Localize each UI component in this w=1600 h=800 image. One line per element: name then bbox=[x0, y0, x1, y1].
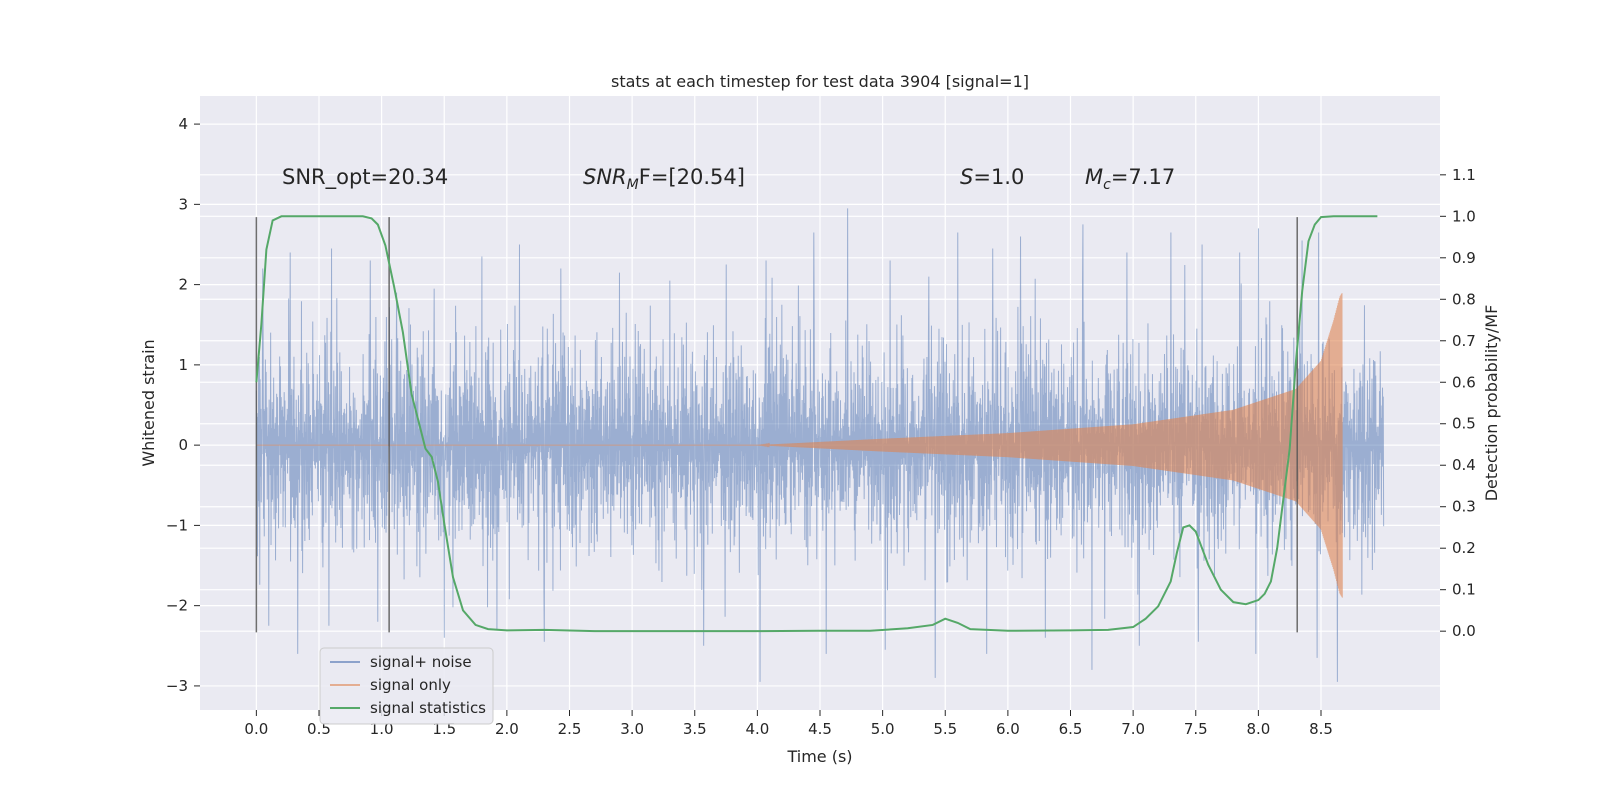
data-layer bbox=[255, 208, 1385, 682]
x-tick-label: 5.0 bbox=[871, 720, 895, 738]
y2-tick-label: 0.6 bbox=[1452, 373, 1476, 391]
x-axis-label: Time (s) bbox=[786, 747, 852, 766]
series-signal-only bbox=[256, 293, 1343, 598]
y2-tick-label: 0.9 bbox=[1452, 249, 1476, 267]
annotation-snr-mf-rest: F=[20.54] bbox=[639, 165, 745, 189]
x-tick-label: 4.5 bbox=[808, 720, 832, 738]
y-axis-label: Whitened strain bbox=[139, 339, 158, 466]
axes: 0.0 0.5 1.0 1.5 2.0 2.5 3.0 3.5 4.0 4.5 5.0 5.5 6.0 6… bbox=[166, 115, 1476, 738]
y2-tick-label: 0.1 bbox=[1452, 581, 1476, 599]
x-tick-label: 8.0 bbox=[1246, 720, 1270, 738]
legend: signal+ noise signal only signal statist… bbox=[319, 647, 494, 725]
series-signal-statistics bbox=[255, 215, 1378, 633]
x-tick-label: 2.5 bbox=[558, 720, 582, 738]
legend-label-signal-statistics: signal statistics bbox=[370, 699, 486, 717]
annotation-snr-opt: SNR_opt=20.34 bbox=[282, 165, 448, 190]
annotation-s-main: S bbox=[960, 165, 973, 189]
x-tick-label: 6.5 bbox=[1059, 720, 1083, 738]
y-tick-label: −3 bbox=[166, 677, 188, 695]
y-tick-label: −1 bbox=[166, 516, 188, 534]
chart-title: stats at each timestep for test data 390… bbox=[611, 72, 1029, 91]
annotation-mc-main: M bbox=[1085, 165, 1103, 189]
y2-tick-label: 0.0 bbox=[1452, 622, 1476, 640]
x-tick-label: 7.0 bbox=[1121, 720, 1145, 738]
annotation-mc-sub: c bbox=[1103, 177, 1111, 193]
x-tick-label: 6.0 bbox=[996, 720, 1020, 738]
y2-tick-label: 0.3 bbox=[1452, 498, 1476, 516]
annotation-snr-mf: SNRMF=[20.54] bbox=[583, 165, 745, 193]
x-tick-label: 2.0 bbox=[495, 720, 519, 738]
y2-tick-label: 1.1 bbox=[1452, 166, 1476, 184]
annotation-snr-mf-main: SNR bbox=[583, 165, 627, 189]
annotation-s-rest: =1.0 bbox=[973, 165, 1024, 189]
legend-label-signal-only: signal only bbox=[370, 676, 451, 694]
y-tick-label: 2 bbox=[178, 276, 188, 294]
annotation-mc: Mc=7.17 bbox=[1085, 165, 1175, 193]
x-tick-label: 8.5 bbox=[1309, 720, 1333, 738]
y2-tick-label: 0.8 bbox=[1452, 290, 1476, 308]
y2-tick-label: 1.0 bbox=[1452, 207, 1476, 225]
annotation-s: S=1.0 bbox=[960, 165, 1024, 189]
y-tick-label: 4 bbox=[178, 115, 188, 133]
annotation-snr-mf-sub: M bbox=[627, 177, 639, 193]
y2-tick-label: 0.2 bbox=[1452, 539, 1476, 557]
y2-tick-label: 0.5 bbox=[1452, 415, 1476, 433]
y-tick-label: 1 bbox=[178, 356, 188, 374]
legend-box bbox=[319, 647, 494, 725]
legend-label-signal-noise: signal+ noise bbox=[370, 653, 472, 671]
x-tick-label: 4.0 bbox=[745, 720, 769, 738]
x-tick-label: 3.5 bbox=[683, 720, 707, 738]
y2-tick-label: 0.4 bbox=[1452, 456, 1476, 474]
y-tick-label: −2 bbox=[166, 597, 188, 615]
x-tick-label: 5.5 bbox=[933, 720, 957, 738]
y2-axis-label: Detection probability/MF bbox=[1482, 305, 1501, 502]
y-tick-label: 0 bbox=[178, 436, 188, 454]
y-tick-label: 3 bbox=[178, 195, 188, 213]
x-tick-label: 7.5 bbox=[1184, 720, 1208, 738]
x-tick-label: 0.0 bbox=[244, 720, 268, 738]
annotations: SNR_opt=20.34 SNRMF=[20.54] S=1.0 Mc=7.1… bbox=[282, 165, 1175, 193]
annotation-mc-rest: =7.17 bbox=[1111, 165, 1175, 189]
x-tick-label: 3.0 bbox=[620, 720, 644, 738]
y2-tick-label: 0.7 bbox=[1452, 332, 1476, 350]
